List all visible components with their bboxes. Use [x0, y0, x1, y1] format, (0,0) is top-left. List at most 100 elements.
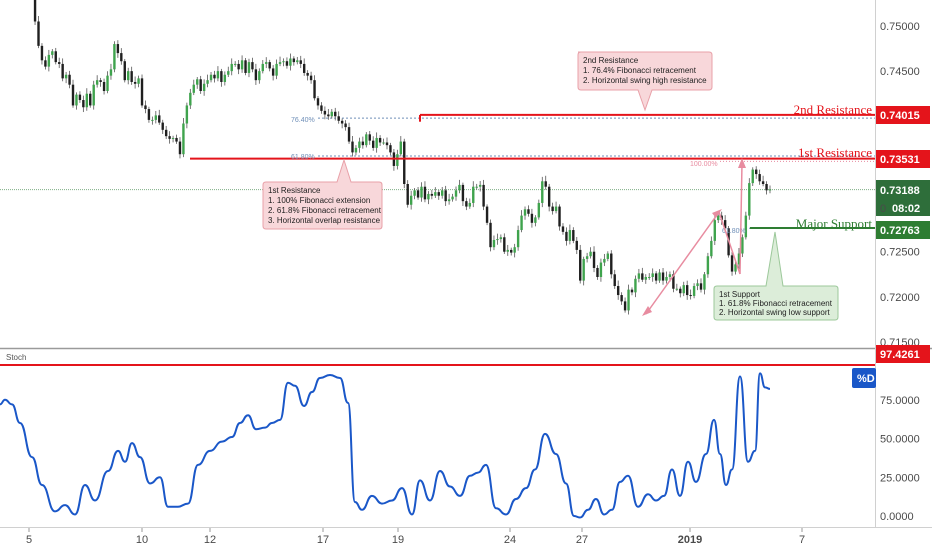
callout-first-resistance-title: 1st Resistance — [268, 186, 321, 195]
candle-body — [454, 190, 458, 197]
callout-second-resistance[interactable]: 2nd Resistance 1. 76.4% Fibonacci retrac… — [577, 51, 713, 112]
candle-body — [85, 93, 89, 108]
candle-body — [268, 62, 271, 69]
candle-body — [261, 63, 264, 72]
candle-body — [299, 60, 302, 64]
tag-second-resistance[interactable]: 0.74015 — [876, 106, 930, 124]
candle-body — [547, 186, 551, 207]
tag-major-support[interactable]: 0.72763 — [876, 221, 930, 239]
candle-body — [51, 51, 54, 55]
candle-body — [748, 183, 751, 216]
candle-body — [40, 45, 44, 61]
candle-body — [327, 114, 330, 117]
candle-body — [282, 61, 285, 63]
candle-body — [334, 111, 337, 117]
price-tick-label: 0.75000 — [880, 21, 920, 33]
callout-first-support-line1: 1. 61.8% Fibonacci retracement — [719, 299, 833, 308]
candle-body — [599, 262, 603, 277]
candle-body — [116, 44, 120, 54]
candle-body — [240, 60, 244, 70]
tag-first-resistance-text: 0.73531 — [880, 154, 920, 166]
candle-body — [754, 169, 758, 175]
candle-body — [182, 123, 185, 155]
candle-body — [164, 129, 168, 137]
candle-body — [337, 116, 340, 121]
candle-body — [675, 288, 679, 290]
candle-body — [82, 100, 85, 108]
candle-body — [451, 196, 454, 200]
candle-body — [78, 94, 82, 101]
candle-body — [354, 147, 358, 153]
candle-body — [137, 78, 140, 84]
d-badge[interactable]: %D — [852, 368, 876, 388]
countdown-text: 08:02 — [892, 203, 920, 215]
candle-body — [472, 186, 475, 203]
candle-body — [579, 249, 582, 281]
candle-body — [478, 184, 482, 187]
candle-body — [358, 141, 361, 148]
candle-body — [185, 105, 189, 124]
candle-body — [485, 206, 489, 223]
stoch-tick-label: 25.0000 — [880, 472, 920, 484]
callout-first-resistance[interactable]: 1st Resistance 1. 100% Fibonacci extensi… — [262, 158, 383, 230]
callout-first-support[interactable]: 1st Support 1. 61.8% Fibonacci retraceme… — [713, 231, 839, 321]
candle-body — [561, 226, 565, 232]
candle-body — [223, 74, 227, 82]
candle-body — [644, 276, 647, 280]
candle-body — [289, 58, 292, 66]
arrow-leg-3 — [739, 162, 743, 275]
candle-body — [406, 184, 409, 205]
candle-body — [434, 192, 437, 196]
candle-body — [499, 237, 503, 240]
candle-body — [247, 62, 251, 73]
candle-body — [61, 63, 64, 79]
tag-first-resistance[interactable]: 0.73531 — [876, 150, 930, 168]
callout-first-resistance-box — [262, 158, 383, 230]
candle-body — [161, 122, 164, 130]
candle-body — [58, 62, 61, 64]
candle-body — [413, 190, 416, 196]
arrow-leg-2 — [718, 211, 741, 275]
candle-body — [634, 278, 637, 293]
major-support-label: Major Support — [796, 216, 873, 231]
candle-body — [251, 62, 254, 70]
candle-body — [689, 295, 692, 297]
candle-body — [765, 184, 768, 191]
tag-stoch-level[interactable]: 97.4261 — [876, 345, 930, 363]
candle-body — [520, 215, 523, 231]
candle-body — [585, 256, 589, 259]
fib-label-100: 100.00% — [690, 161, 718, 168]
candle-body — [447, 199, 451, 202]
tag-second-resistance-text: 0.74015 — [880, 110, 920, 122]
candle-body — [396, 154, 399, 166]
callout-second-resistance-title: 2nd Resistance — [583, 56, 639, 65]
candle-body — [382, 142, 385, 144]
candle-body — [237, 63, 240, 70]
candle-body — [230, 63, 233, 72]
candle-body — [278, 62, 282, 64]
candle-body — [213, 74, 216, 79]
candle-body — [306, 72, 309, 76]
candle-body — [516, 230, 520, 248]
candle-body — [403, 141, 406, 184]
candle-body — [668, 274, 672, 277]
first-resistance-label: 1st Resistance — [798, 145, 872, 160]
time-tick-label: 24 — [504, 534, 516, 546]
candle-body — [461, 184, 465, 202]
candle-body — [537, 202, 541, 218]
tag-current-price[interactable]: 0.73188 08:02 — [876, 180, 930, 216]
candle-body — [554, 206, 558, 212]
candle-body — [703, 274, 706, 290]
candle-body — [758, 174, 761, 182]
candle-body — [679, 288, 682, 294]
candle-body — [489, 222, 492, 248]
candle-body — [120, 53, 123, 62]
candle-body — [351, 141, 354, 153]
candle-body — [565, 231, 568, 241]
candle-body — [730, 255, 734, 272]
candle-body — [347, 127, 351, 142]
candle-body — [744, 215, 748, 238]
candle-body — [541, 181, 544, 203]
candle-body — [568, 230, 572, 241]
